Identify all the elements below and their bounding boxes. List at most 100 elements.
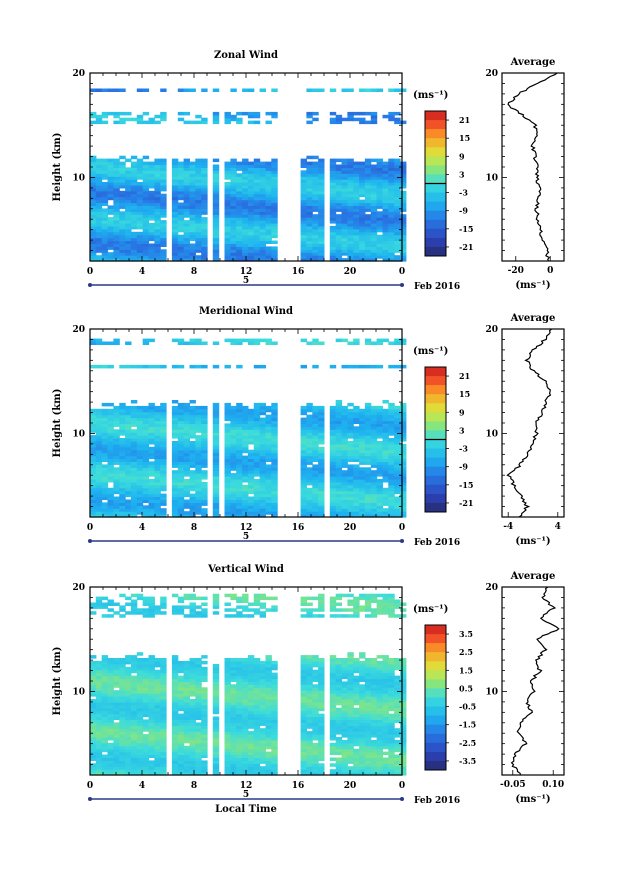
heatmap-cell	[177, 757, 185, 761]
heatmap-cell	[171, 734, 179, 738]
heatmap-cell	[329, 252, 337, 256]
heatmap-cell	[400, 182, 407, 186]
heatmap-cell	[107, 223, 114, 227]
heatmap-cell	[177, 596, 185, 601]
heatmap-cell	[353, 458, 360, 462]
heatmap-cell	[230, 696, 237, 700]
heatmap-cell	[107, 208, 114, 212]
heatmap-cell	[90, 237, 97, 242]
heatmap-cell	[142, 231, 150, 236]
heatmap-cell	[113, 246, 120, 250]
heatmap-cell	[318, 237, 325, 242]
heatmap-cell	[136, 693, 144, 697]
heatmap-cell	[142, 426, 150, 430]
heatmap-cell	[201, 731, 208, 735]
heatmap-cell	[236, 772, 243, 776]
heatmap-cell	[154, 757, 161, 761]
heatmap-cell	[376, 467, 383, 471]
heatmap-cell	[142, 88, 150, 92]
heatmap-cell	[95, 193, 103, 198]
heatmap-cell	[107, 402, 114, 407]
heatmap-cell	[271, 514, 278, 518]
heatmap-cell	[148, 432, 155, 436]
heatmap-cell	[136, 252, 144, 256]
heatmap-cell	[394, 458, 401, 462]
x-tick-label: 0	[87, 523, 93, 533]
heatmap-cell	[347, 234, 354, 239]
heatmap-cell	[142, 742, 150, 747]
heatmap-cell	[177, 193, 185, 198]
heatmap-cell	[242, 508, 249, 512]
heatmap-cell	[136, 760, 144, 764]
heatmap-cell	[359, 190, 366, 195]
heatmap-cell	[335, 187, 343, 192]
heatmap-cell	[113, 408, 120, 413]
heatmap-cell	[160, 88, 167, 92]
heatmap-cell	[142, 675, 150, 680]
heatmap-cell	[101, 658, 109, 662]
heatmap-cell	[359, 481, 366, 486]
heatmap-cell	[171, 338, 179, 343]
heatmap-cell	[95, 426, 103, 430]
heatmap-cell	[224, 490, 231, 495]
heatmap-cell	[400, 234, 407, 239]
heatmap-cell	[136, 505, 144, 509]
heatmap-cell	[230, 728, 237, 732]
heatmap-cell	[212, 757, 220, 761]
heatmap-cell	[370, 220, 378, 224]
heatmap-cell	[335, 435, 343, 439]
heatmap-cell	[189, 476, 196, 480]
heatmap-cell	[236, 249, 243, 253]
heatmap-cell	[224, 461, 231, 465]
heatmap-cell	[113, 258, 120, 262]
heatmap-cell	[195, 737, 202, 741]
heatmap-cell	[312, 228, 319, 233]
heatmap-cell	[119, 211, 126, 215]
heatmap-cell	[230, 179, 237, 183]
heatmap-cell	[242, 608, 249, 612]
heatmap-cell	[341, 449, 348, 454]
heatmap-cell	[142, 699, 150, 703]
heatmap-cell	[142, 441, 150, 445]
heatmap-cell	[388, 464, 395, 468]
heatmap-cell	[177, 484, 185, 489]
heatmap-cell	[359, 446, 366, 451]
heatmap-cell	[212, 716, 220, 720]
heatmap-cell	[253, 737, 261, 741]
heatmap-cell	[142, 745, 150, 750]
heatmap-cell	[119, 487, 126, 492]
heatmap-cell	[335, 423, 343, 427]
heatmap-cell	[107, 237, 114, 242]
heatmap-cell	[113, 190, 120, 195]
heatmap-cell	[154, 681, 161, 685]
heatmap-cell	[212, 742, 220, 747]
heatmap-cell	[236, 678, 243, 682]
heatmap-cell	[271, 493, 278, 498]
heatmap-cell	[359, 237, 366, 242]
heatmap-cell	[341, 240, 348, 244]
heatmap-cell	[212, 699, 220, 703]
heatmap-cell	[160, 458, 167, 462]
heatmap-cell	[195, 449, 202, 454]
heatmap-cell	[201, 745, 208, 750]
heatmap-cell	[400, 458, 407, 462]
heatmap-cell	[312, 426, 319, 430]
heatmap-cell	[195, 220, 202, 224]
heatmap-cell	[341, 231, 348, 236]
heatmap-cell	[189, 725, 196, 729]
heatmap-cell	[90, 426, 97, 430]
heatmap-cell	[236, 748, 243, 753]
heatmap-cell	[195, 476, 202, 480]
heatmap-cell	[230, 672, 237, 677]
heatmap-cell	[183, 170, 190, 174]
heatmap-cell	[183, 614, 190, 618]
heatmap-cell	[107, 476, 114, 480]
heatmap-cell	[259, 193, 266, 198]
heatmap-cell	[335, 467, 343, 471]
heatmap-cell	[247, 766, 255, 770]
heatmap-cell	[90, 490, 97, 495]
heatmap-cell	[136, 687, 144, 691]
heatmap-cell	[201, 182, 208, 186]
heatmap-cell	[394, 120, 401, 125]
heatmap-cell	[242, 237, 249, 242]
